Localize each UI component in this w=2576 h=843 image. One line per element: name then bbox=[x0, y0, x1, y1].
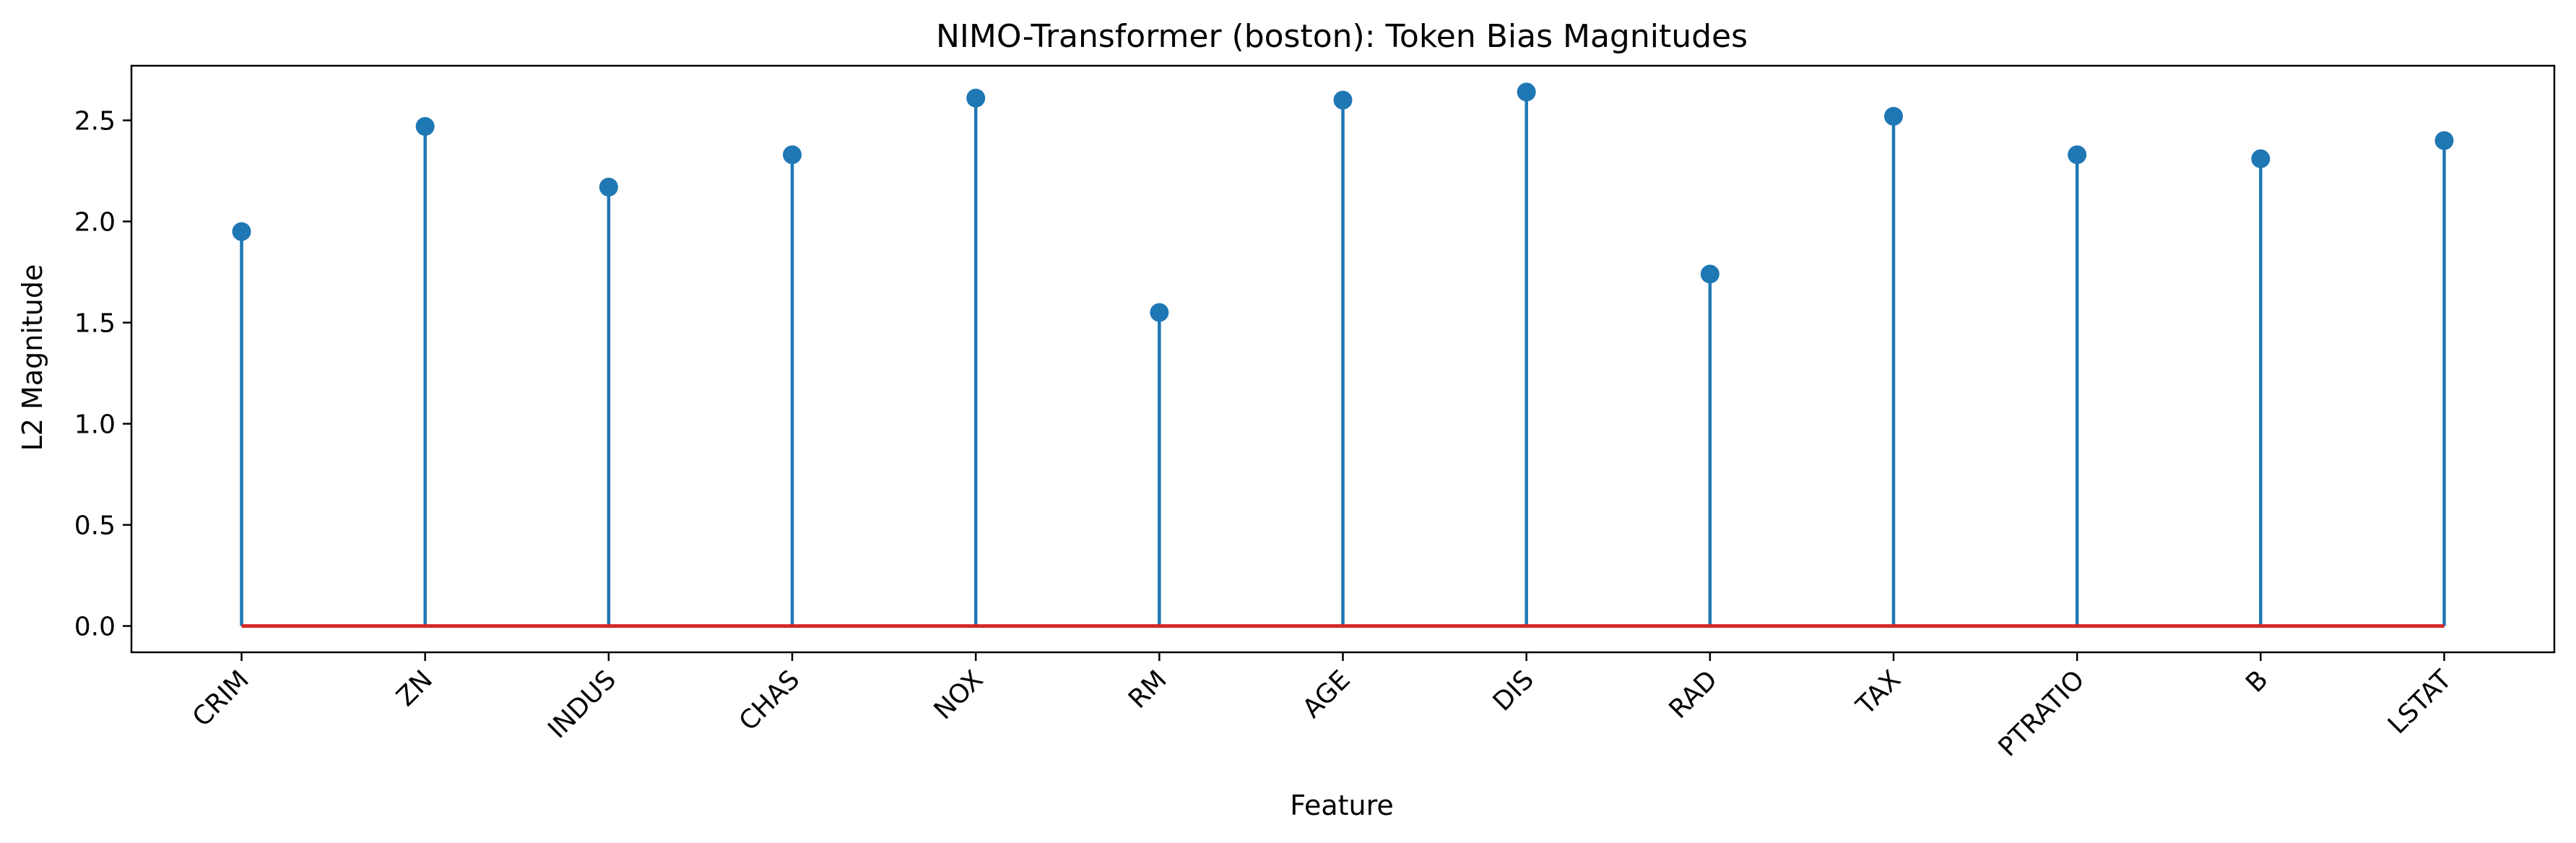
stem-marker bbox=[1333, 90, 1353, 110]
stem-marker bbox=[966, 88, 986, 108]
stem-marker bbox=[1150, 303, 1169, 322]
y-axis-label: L2 Magnitude bbox=[17, 264, 48, 451]
x-axis-label: Feature bbox=[1290, 790, 1394, 821]
y-tick-label: 0.5 bbox=[74, 511, 116, 541]
stem-marker bbox=[232, 222, 251, 241]
stem-marker bbox=[2434, 131, 2454, 150]
y-tick-label: 2.5 bbox=[74, 107, 116, 137]
y-tick-label: 1.5 bbox=[74, 309, 116, 339]
stem-marker bbox=[1700, 264, 1719, 284]
stem-marker bbox=[2068, 145, 2087, 165]
y-tick-label: 2.0 bbox=[74, 208, 116, 238]
stem-marker bbox=[1517, 82, 1536, 102]
stem-marker bbox=[599, 178, 618, 196]
stem-marker bbox=[1884, 107, 1903, 126]
stem-marker bbox=[2251, 149, 2271, 168]
stem-marker bbox=[783, 145, 802, 165]
y-tick-label: 1.0 bbox=[74, 410, 116, 440]
y-tick-label: 0.0 bbox=[74, 613, 116, 642]
stem-marker bbox=[415, 117, 435, 136]
chart-title: NIMO-Transformer (boston): Token Bias Ma… bbox=[936, 18, 1748, 55]
